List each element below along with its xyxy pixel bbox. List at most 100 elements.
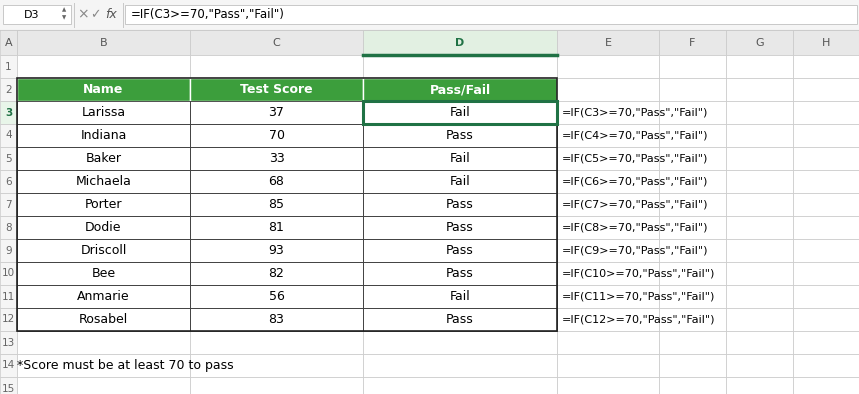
Bar [726,216,793,239]
Bar [659,147,726,170]
Bar [793,193,859,216]
Text: =IF(C5>=70,"Pass","Fail"): =IF(C5>=70,"Pass","Fail") [562,154,709,164]
Text: 4: 4 [5,130,12,141]
Text: =IF(C10>=70,"Pass","Fail"): =IF(C10>=70,"Pass","Fail") [562,268,716,279]
Bar [793,285,859,308]
Bar [363,285,557,308]
Bar [557,377,659,394]
Text: Bee: Bee [91,267,116,280]
Text: 70: 70 [269,129,284,142]
Bar [726,285,793,308]
Bar [363,377,557,394]
Bar [190,124,363,147]
Bar [190,170,363,193]
Text: 7: 7 [5,199,12,210]
Bar [557,124,659,147]
Bar [190,285,363,308]
Bar [0,354,17,377]
Bar [190,101,363,124]
Bar [363,216,557,239]
Text: ▲: ▲ [62,7,66,13]
Text: C: C [272,37,280,48]
Bar [17,147,190,170]
Text: D: D [455,37,465,48]
Bar [190,331,363,354]
Bar [17,101,190,124]
Text: 6: 6 [5,177,12,186]
Bar [190,216,363,239]
Bar [190,262,363,285]
Bar [0,101,17,124]
Bar [190,193,363,216]
Bar [793,262,859,285]
Bar [17,308,190,331]
Bar [557,78,659,101]
Bar [557,55,659,78]
Bar [557,331,659,354]
Bar [557,216,659,239]
Bar [363,239,557,262]
Bar [363,354,557,377]
Bar [363,262,557,285]
Bar [793,354,859,377]
Bar [0,124,17,147]
Bar [363,55,557,78]
Bar [726,377,793,394]
Bar [659,101,726,124]
Bar [659,285,726,308]
Bar [659,170,726,193]
Text: =IF(C3>=70,"Pass","Fail"): =IF(C3>=70,"Pass","Fail") [131,8,285,21]
Bar [793,55,859,78]
Bar [190,147,363,170]
Text: 33: 33 [269,152,284,165]
Text: Rosabel: Rosabel [79,313,128,326]
Bar [659,216,726,239]
Text: ×: × [77,7,88,22]
Bar [17,193,190,216]
Bar [726,170,793,193]
Bar [557,354,659,377]
Text: 10: 10 [2,268,15,279]
Text: E: E [605,37,612,48]
Bar [17,170,190,193]
Bar [190,354,363,377]
Text: Baker: Baker [86,152,121,165]
Bar [363,78,557,101]
Bar [17,239,190,262]
Bar [793,30,859,55]
Bar [17,124,190,147]
Text: Michaela: Michaela [76,175,131,188]
Bar [363,170,557,193]
Bar [0,239,17,262]
Bar [726,101,793,124]
Bar [17,285,190,308]
Bar [557,30,659,55]
Text: 85: 85 [269,198,284,211]
Text: fx: fx [105,8,117,21]
Text: G: G [755,37,764,48]
Text: Pass: Pass [446,221,474,234]
Text: D3: D3 [24,9,40,19]
Text: =IF(C12>=70,"Pass","Fail"): =IF(C12>=70,"Pass","Fail") [562,314,716,325]
Text: 56: 56 [269,290,284,303]
Text: =IF(C7>=70,"Pass","Fail"): =IF(C7>=70,"Pass","Fail") [562,199,709,210]
Bar [659,30,726,55]
Bar [726,124,793,147]
Bar [17,78,190,101]
Bar [17,216,190,239]
Text: ▼: ▼ [62,15,66,20]
Bar [17,147,190,170]
Text: Indiana: Indiana [80,129,126,142]
Bar [190,101,363,124]
Bar [0,377,17,394]
Text: 1: 1 [5,61,12,71]
Bar [190,170,363,193]
Bar [17,377,190,394]
Text: 14: 14 [2,361,15,370]
Text: =IF(C4>=70,"Pass","Fail"): =IF(C4>=70,"Pass","Fail") [562,130,709,141]
Bar [17,170,190,193]
Bar [17,216,190,239]
Bar [557,193,659,216]
Bar [726,331,793,354]
Bar [190,377,363,394]
